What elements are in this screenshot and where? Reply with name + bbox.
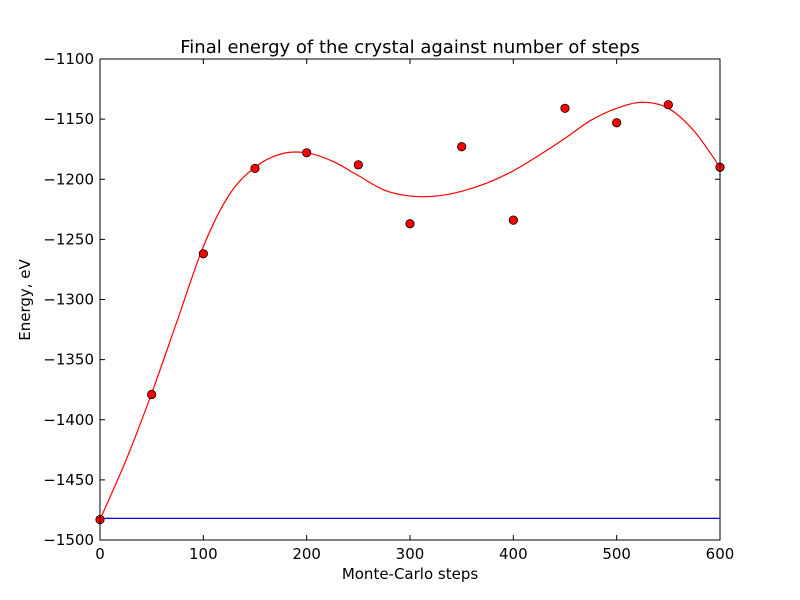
y-tick-label: −1450 [43,471,94,489]
y-tick-label: −1150 [43,110,94,128]
data-point [457,142,467,152]
x-tick-label: 400 [499,545,528,563]
plot-frame [99,58,721,541]
data-point [612,118,622,128]
y-tick-label: −1350 [43,351,94,369]
y-axis-label: Energy, eV [16,258,34,340]
y-tick-label: −1100 [43,50,94,68]
y-tick-label: −1400 [43,411,94,429]
axis-ticks: 0 100 200 300 400 500 600 −1500 −1450 −1400 −1350 −… [43,50,734,563]
x-tick-label: 300 [396,545,425,563]
data-point [250,163,260,174]
data-point [147,389,157,400]
y-tick-label: −1250 [43,230,94,248]
x-tick-label: 0 [95,545,105,563]
chart-title: Final energy of the crystal against numb… [180,37,640,58]
data-point [663,100,673,110]
plot-content [95,100,725,525]
data-point [353,160,363,170]
x-tick-label: 600 [706,545,735,563]
x-tick-label: 100 [189,545,218,563]
data-point [560,103,570,113]
fit-curve [100,101,720,520]
x-tick-label: 200 [292,545,321,563]
x-tick-label: 500 [602,545,631,563]
y-tick-label: −1300 [43,291,94,309]
x-axis-label: Monte-Carlo steps [342,565,479,583]
y-tick-label: −1500 [43,531,94,549]
data-point [302,148,312,158]
data-point [508,215,518,225]
data-point [198,249,208,259]
data-point [405,219,415,229]
y-tick-label: −1200 [43,170,94,188]
